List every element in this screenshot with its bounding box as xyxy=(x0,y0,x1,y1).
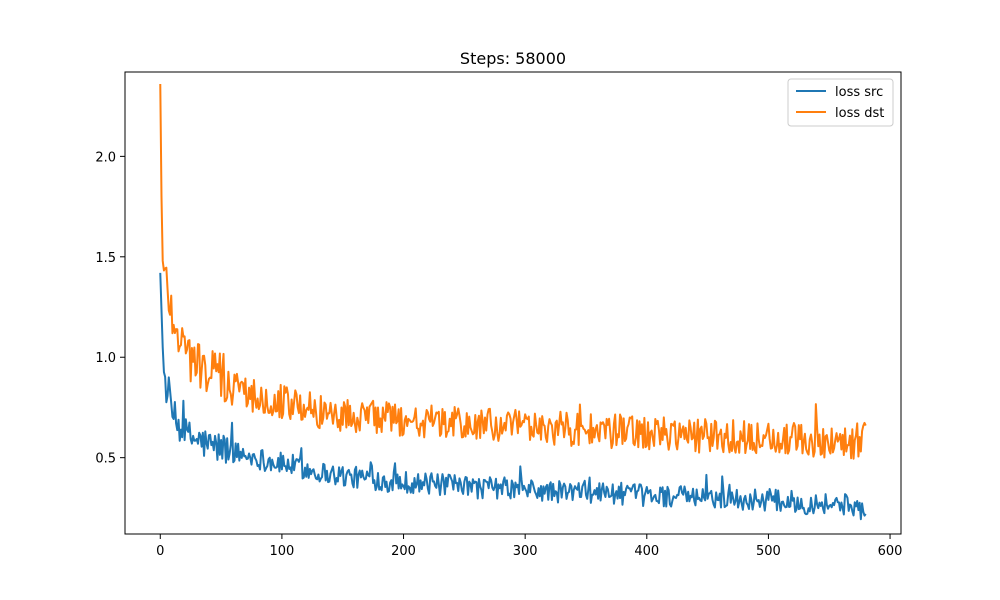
legend: loss src loss dst xyxy=(787,78,894,127)
y-tick-label: 1.5 xyxy=(95,251,116,266)
y-axis: 0.5 1.0 1.5 2.0 xyxy=(95,150,125,467)
plot-area xyxy=(159,84,867,521)
x-tick-label: 600 xyxy=(878,544,903,559)
x-axis: 0 100 200 300 400 500 600 xyxy=(156,534,902,559)
chart-title: Steps: 58000 xyxy=(460,49,566,68)
y-tick-label: 1.0 xyxy=(95,351,116,366)
legend-label-loss-dst: loss dst xyxy=(835,106,884,121)
series-line-loss-src xyxy=(159,272,867,521)
x-tick-label: 0 xyxy=(156,544,164,559)
series-line-loss-dst xyxy=(159,84,867,460)
x-tick-label: 500 xyxy=(756,544,781,559)
x-tick-label: 400 xyxy=(634,544,659,559)
x-tick-label: 300 xyxy=(513,544,538,559)
y-tick-label: 2.0 xyxy=(95,150,116,165)
x-tick-label: 200 xyxy=(391,544,416,559)
plot-frame xyxy=(124,71,902,535)
x-tick-label: 100 xyxy=(269,544,294,559)
y-tick-label: 0.5 xyxy=(95,452,116,467)
legend-label-loss-src: loss src xyxy=(835,85,883,100)
